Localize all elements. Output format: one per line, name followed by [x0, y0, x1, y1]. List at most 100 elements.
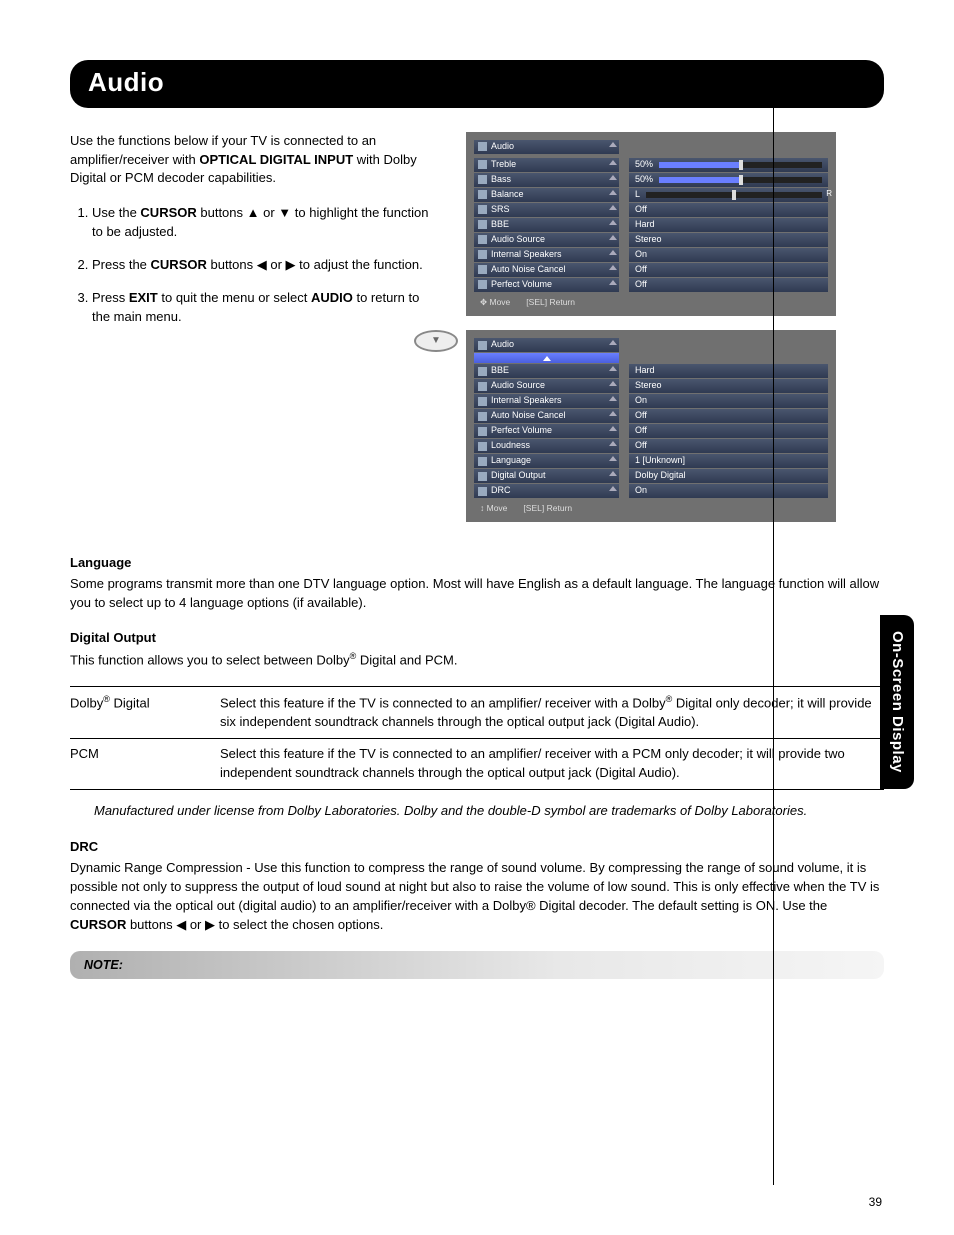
osd1-title: Audio: [491, 140, 514, 153]
osd-row: Perfect Volume Off: [474, 424, 828, 438]
item-icon: [478, 265, 487, 274]
corner-icon: [609, 456, 617, 461]
drc-p-a: Dynamic Range Compression - Use this fun…: [70, 860, 879, 913]
section-heading-bar: Audio: [70, 60, 884, 108]
osd-row: Audio SourceStereo: [474, 379, 828, 393]
drc-heading: DRC: [70, 838, 884, 857]
move-hint: ✥ Move: [480, 296, 510, 308]
item-icon: [478, 235, 487, 244]
return-label: Return: [547, 503, 573, 513]
osd-row-label: Perfect Volume: [474, 424, 619, 438]
table-row: PCMSelect this feature if the TV is conn…: [70, 738, 884, 789]
slider-bar: [659, 177, 822, 183]
osd-row-label: Balance: [474, 188, 619, 202]
digital-output-paragraph: This function allows you to select betwe…: [70, 650, 884, 670]
drc-p-b: CURSOR: [70, 917, 126, 932]
item-icon: [478, 382, 487, 391]
osd-row-value: Stereo: [629, 379, 828, 393]
osd-row-label: Language: [474, 454, 619, 468]
osd-row-value: LR: [629, 188, 828, 202]
osd-row-value: Off: [629, 424, 828, 438]
osd-row: Language 1 [Unknown]: [474, 454, 828, 468]
sel-label: SEL: [526, 503, 542, 513]
return-hint: [SEL] Return: [523, 502, 572, 514]
corner-icon: [609, 411, 617, 416]
corner-icon: [609, 265, 617, 270]
note-bar: NOTE:: [70, 951, 884, 979]
down-arrow-icon: ▼: [431, 334, 441, 349]
corner-icon: [609, 426, 617, 431]
osd-row: Balance LR: [474, 188, 828, 202]
return-hint: [SEL] Return: [526, 296, 575, 308]
osd-row-label: BBE: [474, 364, 619, 378]
osd-column: Audio Treble50%Bass50%BalanceLRSRSOffBBE…: [466, 132, 884, 533]
osd-row-value: Off: [629, 278, 828, 292]
corner-icon: [609, 366, 617, 371]
item-icon: [478, 427, 487, 436]
item-icon: [478, 190, 487, 199]
osd-row-label: Bass: [474, 173, 619, 187]
corner-icon: [609, 280, 617, 285]
vertical-divider: [773, 90, 774, 1185]
osd-row: DRCOn: [474, 484, 828, 498]
dolby-license-note: Manufactured under license from Dolby La…: [94, 802, 884, 821]
slider-bar: R: [646, 192, 822, 198]
page-number: 39: [869, 1194, 882, 1211]
item-icon: [478, 160, 487, 169]
step1-a: Use the: [92, 205, 140, 220]
osd-row-label: Auto Noise Cancel: [474, 409, 619, 423]
item-icon: [478, 250, 487, 259]
corner-icon: [609, 142, 617, 147]
dig-p-b: Digital and PCM.: [356, 652, 457, 667]
item-icon: [478, 280, 487, 289]
corner-icon: [609, 340, 617, 345]
def-term: PCM: [70, 738, 220, 789]
osd-row-value: On: [629, 248, 828, 262]
osd-screenshot-2: ▼ Audio BBEHardAudio SourceStereoInterna…: [466, 330, 836, 522]
language-heading: Language: [70, 554, 884, 573]
instructions-column: Use the functions below if your TV is co…: [70, 132, 440, 533]
osd-row: Bass50%: [474, 173, 828, 187]
osd-row-label: Loudness: [474, 439, 619, 453]
corner-icon: [609, 486, 617, 491]
step3-a: Press: [92, 290, 129, 305]
menu-icon: [478, 142, 487, 151]
osd-row-label: Internal Speakers: [474, 394, 619, 408]
osd-row: Audio SourceStereo: [474, 233, 828, 247]
osd2-footer: ↕ Move [SEL] Return: [474, 502, 828, 514]
section-heading: Audio: [88, 67, 164, 97]
item-icon: [478, 397, 487, 406]
steps-list: Use the CURSOR buttons ▲ or ▼ to highlig…: [70, 204, 440, 326]
def-desc: Select this feature if the TV is connect…: [220, 686, 884, 738]
osd-row-value: On: [629, 394, 828, 408]
osd-row-value: 1 [Unknown]: [629, 454, 828, 468]
osd-row-label: BBE: [474, 218, 619, 232]
osd-row-label: Treble: [474, 158, 619, 172]
item-icon: [478, 367, 487, 376]
osd-row: SRSOff: [474, 203, 828, 217]
intro-paragraph: Use the functions below if your TV is co…: [70, 132, 440, 189]
osd2-title-cell: Audio: [474, 338, 619, 352]
corner-icon: [609, 175, 617, 180]
definitions-table: Dolby® DigitalSelect this feature if the…: [70, 686, 884, 790]
remote-down-hint: ▼: [414, 330, 458, 352]
corner-icon: [609, 471, 617, 476]
step-1: Use the CURSOR buttons ▲ or ▼ to highlig…: [92, 204, 440, 242]
corner-icon: [609, 441, 617, 446]
osd-row: Perfect VolumeOff: [474, 278, 828, 292]
osd-row-value: Dolby Digital: [629, 469, 828, 483]
item-icon: [478, 175, 487, 184]
corner-icon: [609, 190, 617, 195]
item-icon: [478, 472, 487, 481]
item-icon: [478, 412, 487, 421]
step-2: Press the CURSOR buttons ◀ or ▶ to adjus…: [92, 256, 440, 275]
language-paragraph: Some programs transmit more than one DTV…: [70, 575, 884, 613]
osd-row: Auto Noise CancelOff: [474, 409, 828, 423]
osd-row-label: SRS: [474, 203, 619, 217]
step-3: Press EXIT to quit the menu or select AU…: [92, 289, 440, 327]
item-icon: [478, 457, 487, 466]
def-term: Dolby® Digital: [70, 686, 220, 738]
table-row: Dolby® DigitalSelect this feature if the…: [70, 686, 884, 738]
intro-bold: OPTICAL DIGITAL INPUT: [199, 152, 353, 167]
drc-paragraph: Dynamic Range Compression - Use this fun…: [70, 859, 884, 934]
